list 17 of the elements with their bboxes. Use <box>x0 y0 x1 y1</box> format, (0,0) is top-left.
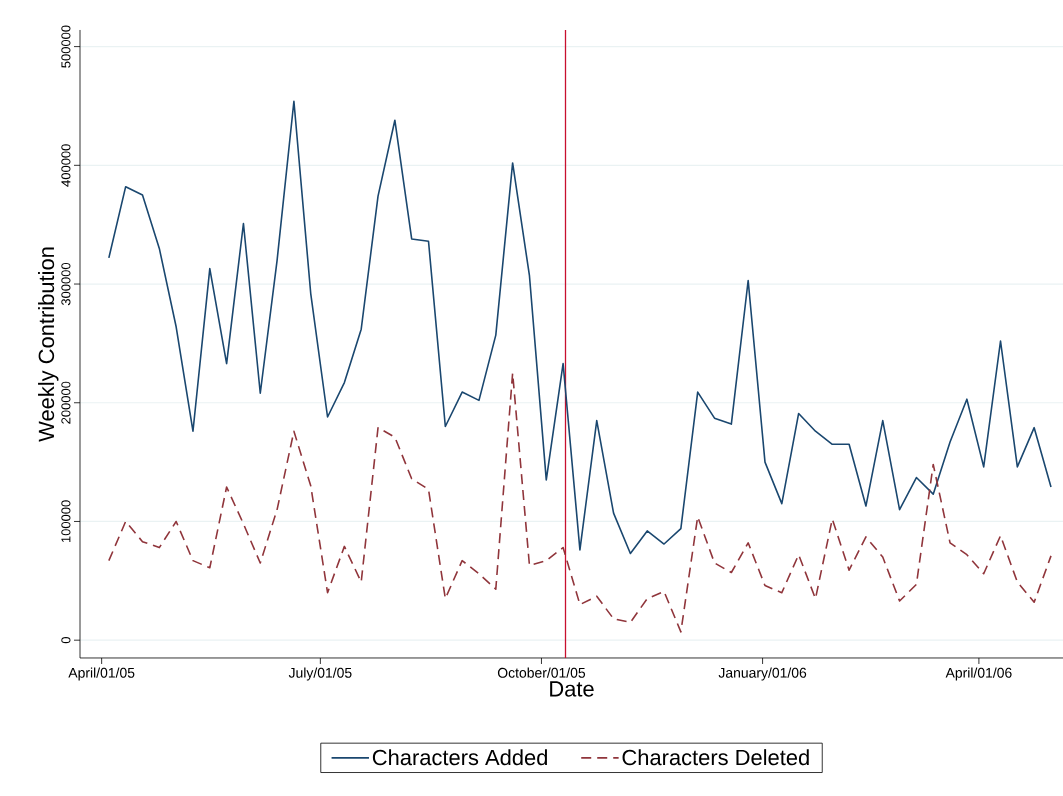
line-series <box>108 100 1052 555</box>
y-axis-title: Weekly Contribution <box>38 247 59 442</box>
y-tick-label: 400000 <box>61 144 71 187</box>
legend-label: Characters Deleted <box>622 749 809 766</box>
legend-label: Characters Added <box>372 749 547 766</box>
y-tick-label: 300000 <box>61 262 71 306</box>
x-tick-label: July/01/05 <box>288 667 352 681</box>
y-tick-label: 0 <box>61 637 71 644</box>
x-axis-title: Date <box>550 681 594 697</box>
y-tick-label: 500000 <box>61 25 71 68</box>
x-tick-label: April/01/06 <box>945 667 1012 681</box>
x-tick-label: April/01/05 <box>68 667 135 681</box>
x-tick-label: October/01/05 <box>497 667 586 678</box>
line-series <box>108 372 1052 633</box>
x-tick-label: January/01/06 <box>718 667 807 681</box>
y-tick-label: 100000 <box>61 500 71 543</box>
y-tick-label: 200000 <box>61 381 71 424</box>
